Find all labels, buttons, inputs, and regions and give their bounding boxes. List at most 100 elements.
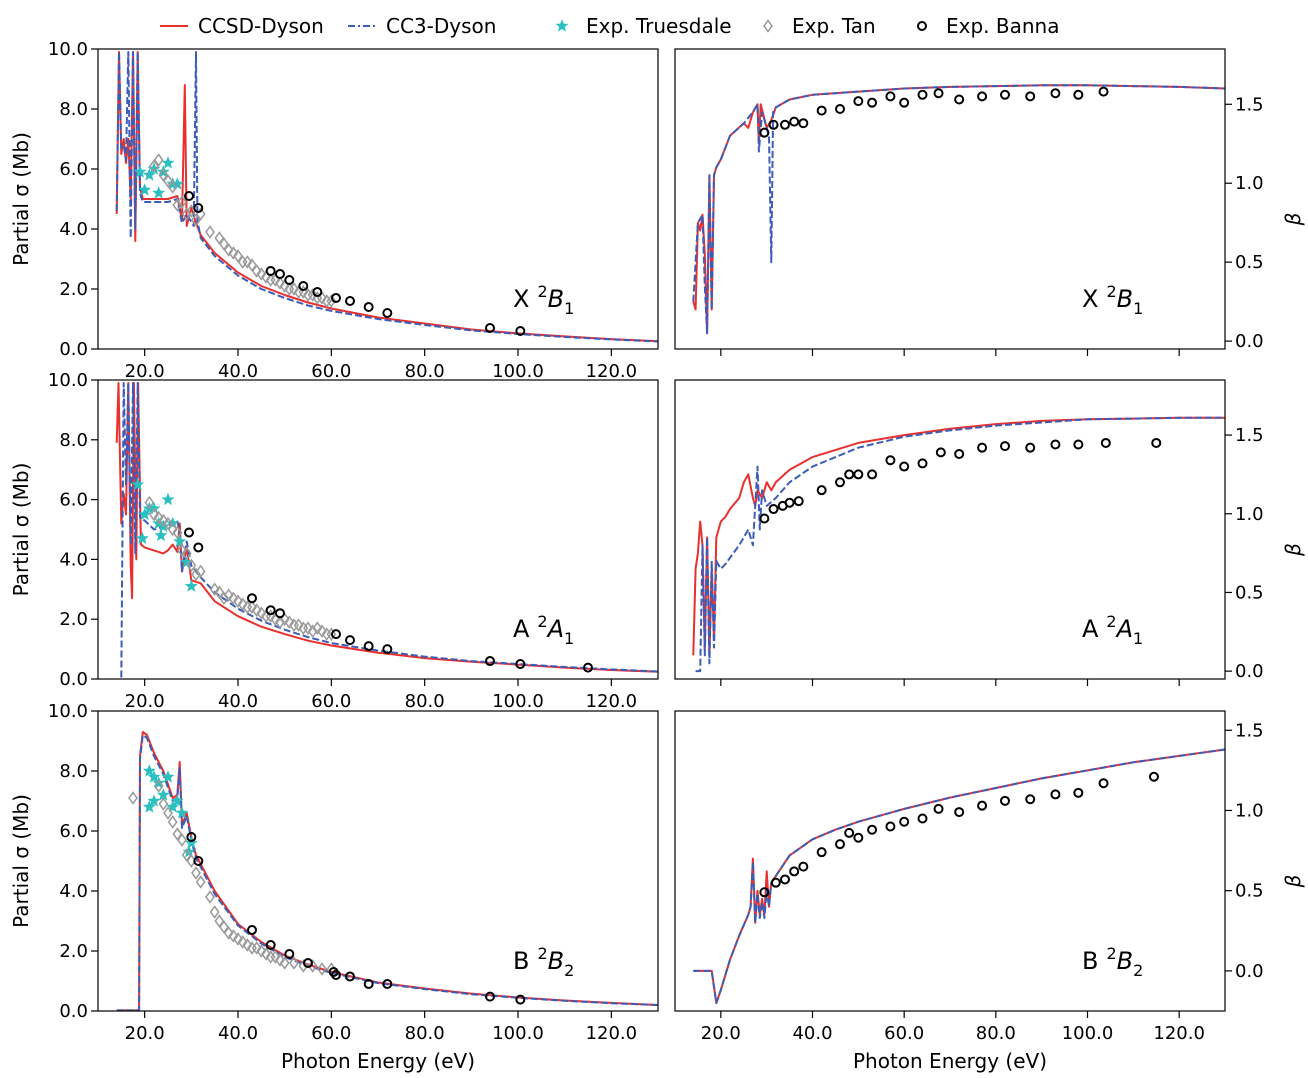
data-point-banna (935, 447, 946, 458)
panel-x-right: 0.0 0.5 1.0 1.5 β X 2B1 (674, 48, 1305, 356)
data-point-tan (293, 618, 304, 632)
series-line-cc3 (695, 416, 1225, 673)
data-point-tan (172, 198, 183, 212)
data-point-banna (780, 874, 790, 885)
data-point-banna (184, 191, 194, 201)
data-point-banna (1025, 794, 1036, 805)
y-tick-label: 1.0 (1235, 173, 1264, 194)
x-tick-label: 80.0 (405, 691, 445, 712)
data-point-truesdale (131, 477, 145, 491)
data-point-banna (1000, 89, 1010, 100)
data-point-tan (289, 282, 299, 296)
x-tick-label: 40.0 (218, 691, 258, 712)
legend-entry: Exp. Tan (763, 14, 876, 38)
data-point-tan (275, 615, 285, 629)
y-tick-label: 8.0 (59, 761, 88, 782)
y-tick-label: 10.0 (48, 370, 88, 391)
series-markers-truesdale (131, 477, 198, 592)
data-point-tan (298, 959, 309, 973)
data-point-banna (275, 269, 285, 279)
data-point-tan (163, 516, 173, 531)
plot-frame (97, 48, 659, 350)
data-point-banna (835, 104, 845, 114)
data-point-banna (331, 970, 341, 980)
legend-marker (917, 21, 927, 31)
data-point-banna (331, 629, 341, 640)
data-point-banna (816, 847, 827, 858)
y-tick-label: 0.0 (1235, 331, 1264, 352)
legend-entry: Exp. Truesdale (555, 14, 732, 38)
y-axis-label: β (1281, 212, 1305, 226)
legend-entry: CC3-Dyson (348, 14, 496, 38)
data-point-tan (261, 947, 271, 961)
data-point-tan (181, 546, 192, 561)
data-point-tan (205, 890, 215, 904)
data-point-tan (237, 935, 248, 949)
data-point-tan (186, 558, 197, 573)
x-tick-label: 80.0 (405, 361, 445, 382)
data-point-banna (844, 469, 855, 480)
data-point-banna (312, 287, 323, 297)
plot-area (692, 84, 1225, 335)
data-point-tan (177, 833, 187, 847)
x-tick-label: 100.0 (492, 361, 544, 382)
data-point-tan (317, 962, 327, 976)
data-point-banna (184, 527, 194, 538)
x-tick-label: 20.0 (125, 691, 165, 712)
data-point-banna (835, 477, 845, 488)
y-axis-label: Partial σ (Mb) (9, 132, 33, 266)
data-point-banna (247, 593, 257, 604)
data-point-banna (844, 827, 855, 838)
y-tick-label: 4.0 (59, 549, 88, 570)
x-tick-label: 40.0 (218, 361, 258, 382)
data-point-banna (247, 925, 257, 935)
data-point-truesdale (161, 156, 175, 169)
plot-area (692, 416, 1225, 673)
data-point-tan (177, 543, 187, 558)
data-point-tan (191, 213, 201, 227)
plot-area (115, 382, 658, 678)
data-point-tan (247, 258, 257, 272)
data-point-truesdale (133, 165, 147, 178)
data-point-tan (153, 510, 164, 525)
data-point-tan (242, 255, 253, 269)
data-point-tan (153, 779, 164, 793)
plot-frame (674, 710, 1226, 1012)
data-point-truesdale (142, 800, 156, 813)
data-point-banna (977, 442, 988, 453)
data-point-truesdale (135, 531, 149, 544)
data-point-banna (1025, 442, 1036, 453)
data-point-banna (1073, 787, 1084, 798)
data-point-banna (954, 448, 965, 459)
x-tick-label: 60.0 (884, 1023, 924, 1044)
data-point-tan (191, 567, 201, 582)
x-tick-label: 120.0 (1153, 1023, 1205, 1044)
y-axis-label: Partial σ (Mb) (9, 794, 33, 928)
data-point-banna (885, 91, 896, 102)
data-point-banna (485, 656, 495, 667)
data-point-banna (853, 469, 864, 480)
data-point-banna (382, 644, 393, 655)
data-point-tan (317, 624, 327, 638)
data-point-banna (382, 979, 393, 989)
data-point-banna (917, 458, 928, 469)
x-tick-label: 80.0 (405, 1023, 445, 1044)
data-point-banna (853, 832, 864, 843)
data-point-truesdale (170, 794, 184, 807)
data-point-banna (789, 866, 800, 877)
data-point-truesdale (161, 770, 175, 783)
data-point-banna (917, 89, 928, 100)
data-point-banna (770, 877, 781, 888)
panel-x-left: 20.0 40.0 60.0 80.0 100.0 120.0 0.0 2.0 4.0 6.0 8.… (9, 39, 659, 382)
series-line-ccsd (692, 416, 1225, 657)
data-point-banna (193, 542, 204, 553)
data-point-tan (312, 621, 323, 635)
data-point-truesdale (184, 579, 198, 592)
x-tick-label: 100.0 (1062, 1023, 1114, 1044)
data-point-banna (265, 266, 276, 276)
y-tick-label: 8.0 (59, 99, 88, 120)
state-label: A 2A1 (1082, 612, 1143, 648)
data-point-tan (289, 956, 299, 970)
x-tick-label: 120.0 (586, 1023, 638, 1044)
legend-label: Exp. Banna (946, 14, 1059, 38)
